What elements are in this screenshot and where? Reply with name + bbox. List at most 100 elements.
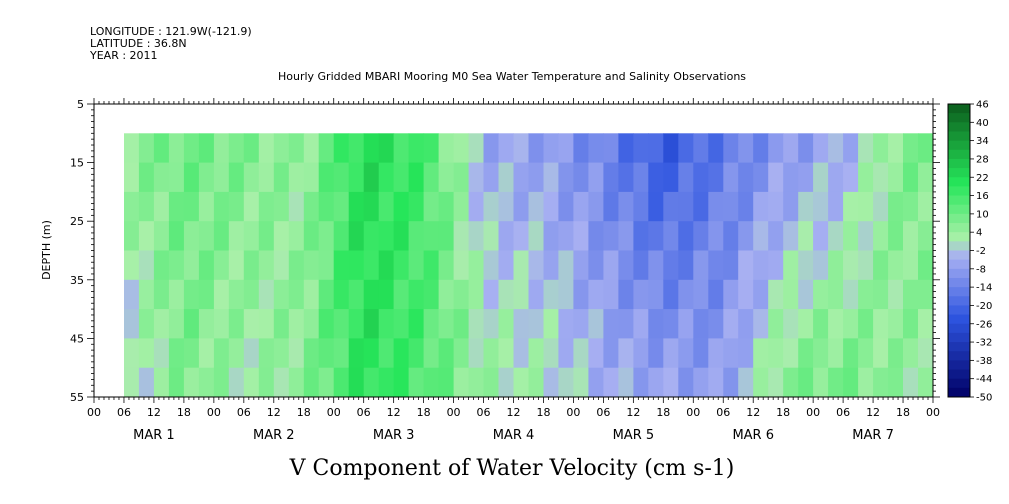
heatmap-cell	[813, 367, 829, 398]
heatmap-cell	[543, 250, 559, 281]
heatmap-cell	[453, 250, 470, 281]
heatmap-cell	[843, 367, 859, 398]
heatmap-cell	[333, 338, 350, 369]
heatmap-cell	[513, 279, 529, 310]
heatmap-cell	[138, 367, 155, 398]
heatmap-cell	[693, 279, 709, 310]
heatmap-cell	[513, 250, 529, 281]
heatmap-cell	[483, 309, 499, 339]
colorbar-label: -38	[976, 356, 992, 367]
heatmap-cell	[573, 221, 589, 251]
heatmap-cell	[888, 309, 904, 339]
colorbar-segment	[948, 158, 970, 169]
x-day-label: MAR 3	[373, 428, 415, 443]
heatmap-cell	[124, 133, 140, 164]
heatmap-cell	[258, 221, 275, 251]
heatmap-cell	[348, 338, 365, 369]
heatmap-cell	[124, 279, 140, 310]
heatmap-cell	[558, 250, 574, 281]
heatmap-cell	[124, 250, 140, 281]
heatmap-cell	[618, 279, 634, 310]
heatmap-cell	[753, 191, 769, 222]
heatmap-cell	[588, 133, 604, 164]
heatmap-cell	[708, 162, 724, 193]
heatmap-cell	[243, 279, 260, 310]
heatmap-cell	[498, 133, 514, 164]
heatmap-cell	[483, 133, 499, 164]
heatmap-cell	[738, 250, 754, 281]
heatmap-cell	[618, 250, 634, 281]
heatmap-cell	[828, 250, 844, 281]
heatmap-cell	[183, 191, 200, 222]
heatmap-cell	[843, 191, 859, 222]
colorbar-segment	[948, 186, 970, 196]
heatmap-cell	[858, 367, 874, 398]
heatmap-cell	[783, 221, 799, 251]
heatmap-cell	[573, 367, 589, 398]
colorbar-label: 46	[976, 100, 989, 111]
heatmap-cell	[393, 309, 410, 339]
heatmap-cell	[558, 309, 574, 339]
heatmap-cell	[168, 338, 185, 369]
heatmap-cell	[124, 191, 140, 222]
heatmap-cell	[333, 221, 350, 251]
heatmap-cell	[198, 338, 215, 369]
heatmap-cell	[318, 250, 335, 281]
x-tick-label: 00	[926, 406, 940, 419]
heatmap-cell	[408, 250, 425, 281]
heatmap-cell	[288, 133, 305, 164]
heatmap-cell	[303, 309, 320, 339]
heatmap-cell	[768, 279, 784, 310]
colorbar-label: -32	[976, 338, 992, 349]
heatmap-cell	[273, 221, 290, 251]
heatmap-cell	[468, 338, 485, 369]
x-tick-label: 06	[596, 406, 610, 419]
heatmap-cell	[843, 221, 859, 251]
heatmap-cell	[558, 221, 574, 251]
colorbar-label: -14	[976, 283, 992, 294]
heatmap-cell	[588, 338, 604, 369]
heatmap-cell	[438, 162, 455, 193]
heatmap-cell	[558, 133, 574, 164]
heatmap-cell	[318, 162, 335, 193]
heatmap-cell	[408, 191, 425, 222]
heatmap-cell	[243, 221, 260, 251]
heatmap-cell	[318, 338, 335, 369]
heatmap-cell	[663, 309, 679, 339]
heatmap-cell	[483, 279, 499, 310]
heatmap-cell	[588, 367, 604, 398]
heatmap-cell	[573, 279, 589, 310]
heatmap-cell	[648, 279, 664, 310]
heatmap-cell	[378, 191, 395, 222]
heatmap-cell	[438, 367, 455, 398]
heatmap-cell	[333, 367, 350, 398]
heatmap-cell	[723, 133, 739, 164]
x-tick-label: 00	[686, 406, 700, 419]
heatmap-cell	[228, 221, 245, 251]
heatmap-cell	[138, 250, 155, 281]
y-tick-label: 35	[70, 274, 84, 287]
heatmap-cell	[213, 367, 230, 398]
heatmap-cell	[198, 162, 215, 193]
heatmap-cell	[633, 338, 649, 369]
heatmap-cell	[288, 221, 305, 251]
heatmap-cell	[798, 162, 814, 193]
heatmap-cell	[318, 309, 335, 339]
heatmap-cell	[378, 367, 395, 398]
heatmap-cell	[603, 191, 619, 222]
x-tick-label: 12	[267, 406, 281, 419]
heatmap-cell	[753, 133, 769, 164]
heatmap-cell	[903, 250, 919, 281]
heatmap-cell	[783, 133, 799, 164]
colorbar-segment	[948, 204, 970, 215]
heatmap-cell	[363, 338, 380, 369]
heatmap-cell	[768, 133, 784, 164]
colorbar-label: -44	[976, 374, 992, 385]
heatmap-cell	[303, 221, 320, 251]
heatmap-cell	[168, 279, 185, 310]
heatmap-cell	[708, 367, 724, 398]
heatmap-cell	[603, 162, 619, 193]
heatmap-cell	[153, 133, 170, 164]
heatmap-cell	[378, 338, 395, 369]
heatmap-cell	[663, 338, 679, 369]
